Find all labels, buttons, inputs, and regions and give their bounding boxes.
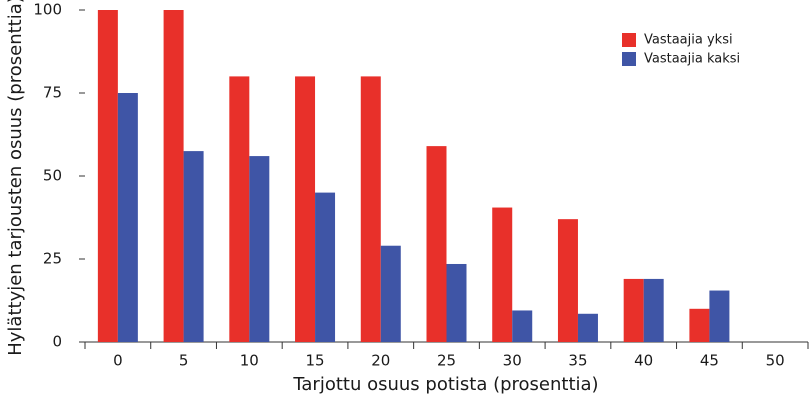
bar [577, 313, 598, 342]
bar [183, 151, 204, 342]
legend-label: Vastaajia kaksi [644, 52, 740, 67]
y-tick-label: 100 [33, 1, 62, 19]
x-tick-label: 15 [305, 352, 324, 370]
y-tick-label: 0 [52, 333, 62, 351]
bar [689, 308, 710, 342]
x-tick-label: 0 [113, 352, 123, 370]
bar [709, 290, 730, 342]
bar [446, 263, 467, 342]
bar [249, 156, 270, 342]
y-tick-label: 50 [43, 167, 62, 185]
bar [557, 219, 578, 342]
x-tick-label: 50 [766, 352, 785, 370]
y-tick-label: 75 [43, 84, 62, 102]
legend-label: Vastaajia yksi [644, 33, 733, 48]
bar [229, 76, 250, 343]
x-tick-label: 20 [371, 352, 390, 370]
x-tick-label: 45 [700, 352, 719, 370]
y-axis-title: Hylättyjen tarjousten osuus (prosenttia) [5, 0, 26, 356]
bar [295, 76, 316, 343]
bar [360, 76, 381, 343]
x-tick-label: 25 [437, 352, 456, 370]
x-tick-label: 35 [568, 352, 587, 370]
bar [117, 93, 138, 342]
bar [492, 207, 513, 342]
x-tick-label: 30 [503, 352, 522, 370]
bar [380, 245, 401, 342]
x-tick-label: 40 [634, 352, 653, 370]
bar [643, 278, 664, 342]
x-tick-label: 5 [179, 352, 189, 370]
bar [426, 146, 447, 342]
bar [623, 278, 644, 342]
bar [163, 10, 184, 342]
legend-swatch [622, 52, 636, 66]
bar [315, 192, 336, 342]
x-axis-title: Tarjottu osuus potista (prosenttia) [292, 374, 598, 395]
y-tick-label: 25 [43, 250, 62, 268]
legend-swatch [622, 33, 636, 47]
x-tick-label: 10 [240, 352, 259, 370]
bar [512, 310, 533, 342]
bar [97, 10, 118, 342]
